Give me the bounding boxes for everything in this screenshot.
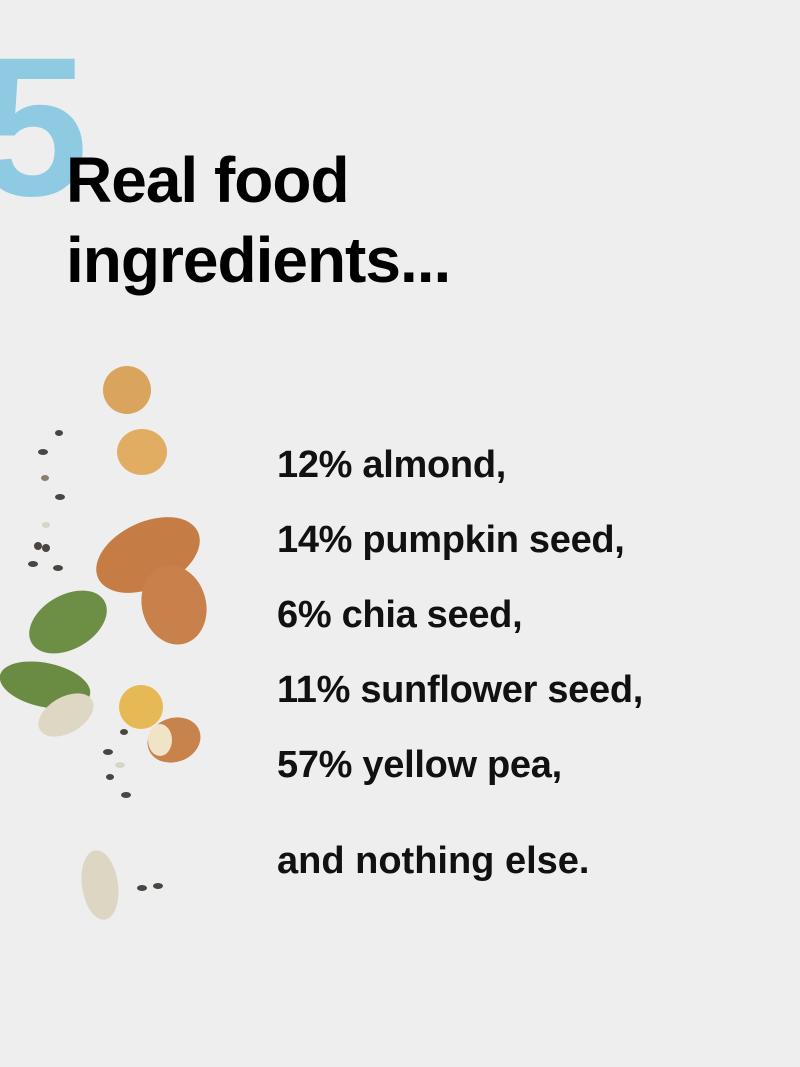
yellow-pea-icon — [103, 366, 167, 729]
ingredient-item: 11% sunflower seed, — [277, 669, 644, 711]
title-line-1: Real food — [66, 144, 350, 216]
ingredient-item: 57% yellow pea, — [277, 744, 562, 786]
ingredient-item: 6% chia seed, — [277, 594, 523, 636]
page-title: Real food ingredients... — [66, 140, 451, 300]
title-line-2: ingredients... — [66, 224, 451, 296]
ingredients-illustration — [0, 366, 207, 920]
ingredient-list: 12% almond, 14% pumpkin seed, 6% chia se… — [277, 428, 643, 803]
ingredient-item: 14% pumpkin seed, — [277, 519, 625, 561]
pumpkin-seed-icon — [0, 590, 107, 709]
chia-seed-icon — [28, 430, 163, 891]
number-five-badge: 5 — [0, 16, 88, 237]
closing-statement: and nothing else. — [277, 840, 590, 882]
ingredient-item: 12% almond, — [277, 444, 506, 486]
sunflower-seed-icon — [38, 693, 119, 920]
almond-icon — [96, 517, 207, 763]
